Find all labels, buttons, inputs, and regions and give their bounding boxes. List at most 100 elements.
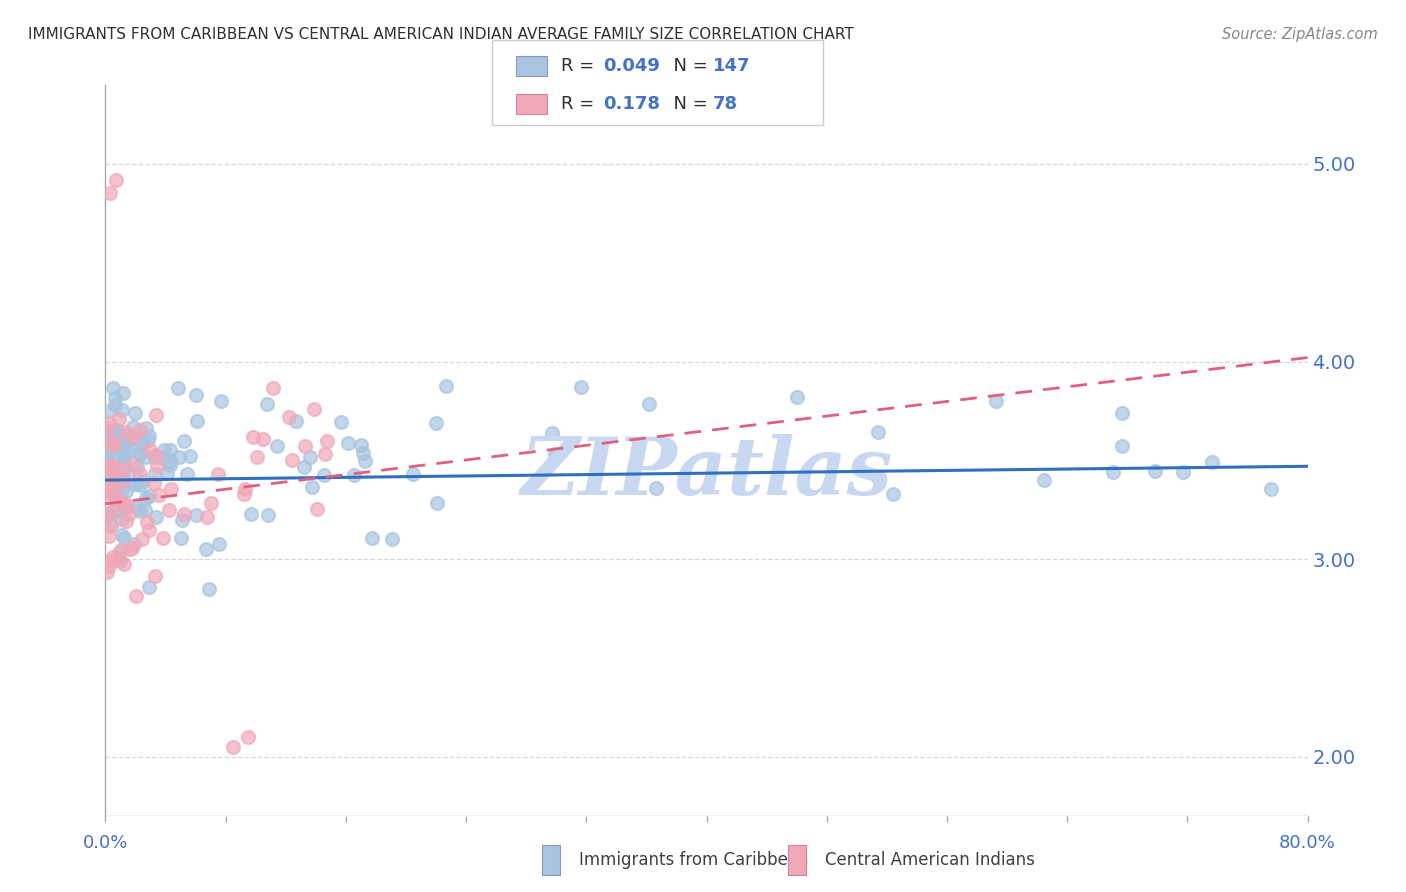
Point (170, 531, 193, 545)
Point (1032, 473, 1054, 487)
Point (107, 475, 129, 489)
Point (124, 476, 146, 491)
Point (104, 490, 127, 504)
Point (111, 443, 134, 458)
Point (101, 503, 124, 517)
Point (115, 499, 138, 513)
Point (312, 467, 335, 482)
Point (176, 467, 198, 482)
Text: R =: R = (561, 95, 600, 112)
Point (114, 484, 136, 499)
Text: 78: 78 (713, 95, 738, 112)
Point (108, 544, 131, 558)
Point (112, 531, 135, 545)
Point (100, 458, 122, 472)
Point (143, 450, 166, 464)
Point (298, 450, 321, 465)
Point (97, 507, 120, 521)
Point (159, 454, 181, 468)
Point (360, 532, 382, 546)
Point (425, 416, 447, 430)
Text: IMMIGRANTS FROM CARIBBEAN VS CENTRAL AMERICAN INDIAN AVERAGE FAMILY SIZE CORRELA: IMMIGRANTS FROM CARIBBEAN VS CENTRAL AME… (28, 27, 853, 42)
Point (135, 450, 157, 464)
Point (96, 428, 118, 442)
Point (343, 467, 366, 482)
Point (114, 438, 136, 452)
Point (160, 482, 183, 496)
Point (115, 500, 138, 514)
Point (138, 429, 160, 443)
Point (138, 581, 160, 595)
Point (315, 434, 337, 448)
Point (124, 537, 146, 551)
Point (138, 433, 160, 447)
Point (98, 440, 121, 454)
Point (110, 542, 132, 557)
Point (97, 477, 120, 491)
Point (111, 456, 134, 470)
Point (96, 421, 118, 435)
Point (148, 488, 170, 502)
Point (98, 404, 121, 418)
Point (143, 476, 166, 491)
Point (125, 476, 148, 491)
Point (108, 554, 131, 568)
Point (131, 433, 153, 447)
Point (882, 487, 904, 501)
Point (120, 542, 142, 557)
Point (128, 447, 150, 461)
Point (195, 510, 218, 524)
Point (159, 443, 181, 458)
Point (115, 428, 138, 442)
Point (569, 380, 592, 394)
Point (159, 458, 181, 473)
Point (111, 432, 134, 446)
Point (101, 438, 124, 452)
Point (104, 424, 127, 438)
Point (128, 478, 150, 492)
Point (105, 448, 128, 462)
Point (984, 394, 1007, 409)
Point (98, 186, 121, 201)
Point (143, 569, 166, 583)
Point (101, 458, 124, 473)
Point (195, 541, 218, 556)
Point (110, 402, 132, 417)
Point (135, 515, 157, 529)
Point (112, 557, 135, 571)
Point (166, 381, 188, 395)
Point (337, 436, 360, 450)
Point (101, 381, 124, 395)
Point (103, 462, 125, 476)
Point (644, 481, 666, 495)
Point (132, 474, 155, 488)
Point (107, 424, 129, 438)
Text: Central American Indians: Central American Indians (825, 851, 1035, 869)
Point (1201, 455, 1223, 469)
Point (156, 466, 179, 480)
Point (868, 425, 890, 440)
Point (98, 416, 121, 430)
Point (145, 510, 167, 524)
Point (200, 496, 222, 510)
Point (100, 490, 122, 504)
Point (186, 388, 208, 402)
Point (1101, 465, 1123, 479)
Point (127, 501, 149, 516)
Point (143, 467, 166, 481)
Point (96, 483, 118, 498)
Point (100, 469, 122, 483)
Point (173, 507, 195, 521)
Point (541, 425, 564, 440)
Point (302, 402, 325, 417)
Point (246, 450, 269, 464)
Point (103, 477, 125, 491)
Point (104, 398, 127, 412)
Point (129, 504, 152, 518)
Point (110, 433, 132, 447)
Point (1111, 439, 1133, 453)
Point (238, 730, 260, 744)
Point (209, 393, 232, 408)
Point (112, 469, 135, 483)
Point (350, 437, 373, 451)
